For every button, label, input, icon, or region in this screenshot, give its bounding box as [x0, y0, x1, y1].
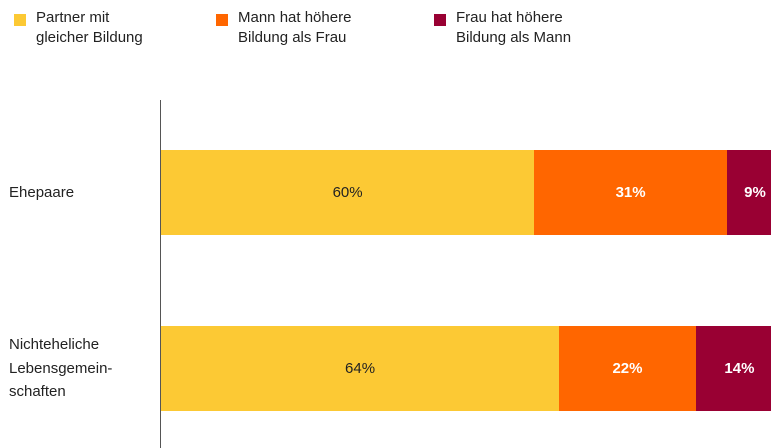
- legend-label: Partner mit gleicher Bildung: [36, 9, 143, 46]
- value-label: 64%: [345, 360, 376, 377]
- axis-line: [160, 100, 161, 448]
- value-label: 9%: [744, 184, 766, 201]
- legend-swatch: [216, 14, 228, 26]
- bar-segment: 64%: [161, 326, 560, 411]
- bar-segment: 60%: [161, 150, 535, 235]
- bar-segment: 22%: [559, 326, 696, 411]
- bar-segment: 14%: [695, 326, 771, 411]
- bar-segment: 31%: [534, 150, 727, 235]
- legend-label: Frau hat höhere Bildung als Mann: [456, 9, 572, 46]
- value-label: 31%: [615, 184, 646, 201]
- category-label: Ehepaare: [9, 183, 75, 201]
- bar-segment: 9%: [727, 150, 771, 235]
- legend-label: Mann hat höhere Bildung als Frau: [238, 9, 352, 46]
- legend-swatch: [434, 14, 446, 26]
- value-label: 22%: [612, 360, 643, 377]
- value-label: 14%: [724, 360, 755, 377]
- value-label: 60%: [332, 184, 363, 201]
- category-label: Nichteheliche Lebensgemein- schaften: [9, 336, 113, 400]
- legend-swatch: [14, 14, 26, 26]
